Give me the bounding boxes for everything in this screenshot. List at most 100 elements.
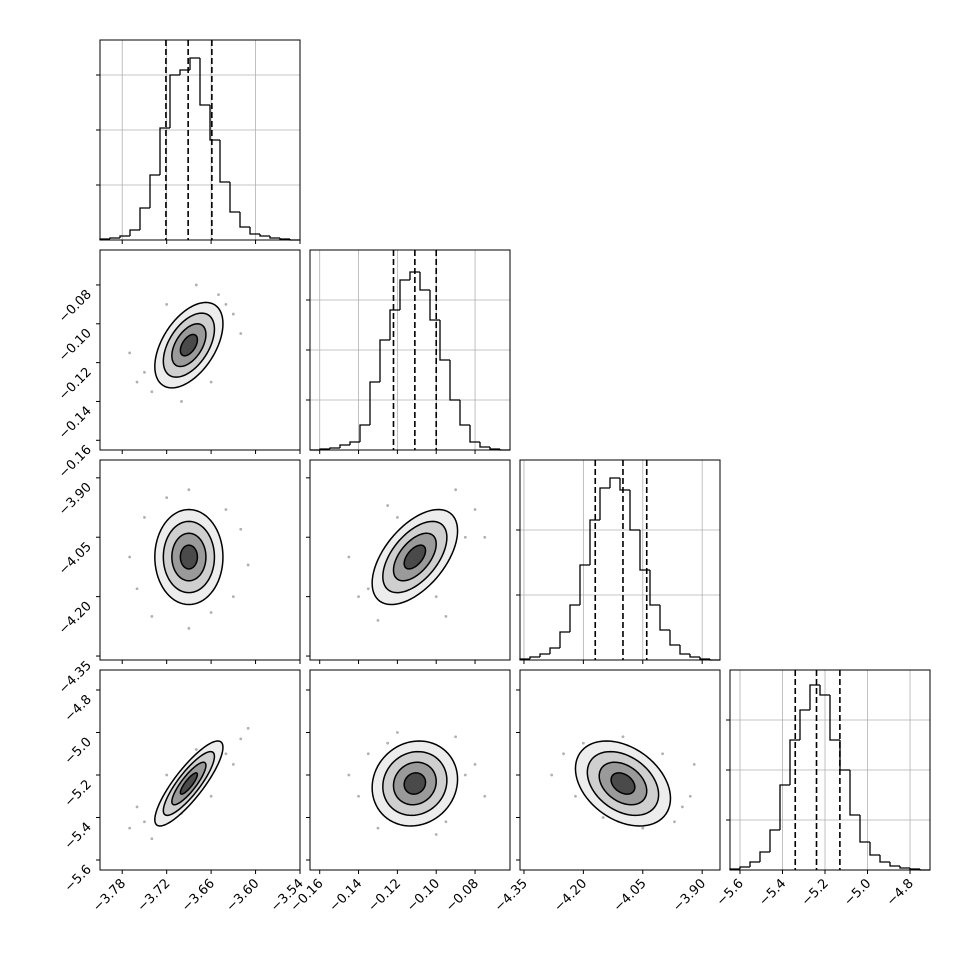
- scatter-point: [444, 615, 448, 618]
- scatter-point: [395, 516, 399, 519]
- histogram-bin: [529, 656, 540, 659]
- scatter-point: [246, 726, 250, 730]
- histogram-bin: [359, 424, 370, 442]
- pair-panel: [128, 283, 243, 403]
- scatter-point: [550, 773, 554, 777]
- y-tick-label: −0.10: [56, 326, 95, 365]
- density-contour: [179, 544, 199, 570]
- scatter-point: [239, 332, 243, 335]
- panel-frame: [309, 249, 511, 451]
- panel-frame: [99, 249, 301, 451]
- scatter-point: [692, 762, 696, 766]
- scatter-point: [483, 794, 487, 798]
- histogram-bin: [629, 490, 640, 531]
- x-tick-label: −0.08: [443, 876, 482, 915]
- x-tick-label: −4.8: [884, 876, 917, 909]
- y-tick-label: −0.16: [56, 443, 95, 482]
- scatter-point: [463, 773, 467, 777]
- y-tick-label: −0.12: [56, 365, 95, 404]
- histogram-bin: [189, 57, 200, 70]
- scatter-point: [128, 826, 132, 830]
- scatter-point: [135, 587, 139, 591]
- x-tick-label: −5.2: [799, 876, 832, 909]
- y-tick-label: −3.90: [56, 480, 95, 519]
- scatter-point: [231, 595, 235, 599]
- histogram-bin: [569, 604, 580, 632]
- scatter-point: [347, 555, 351, 559]
- y-tick-label: −5.6: [62, 862, 95, 895]
- pair-panel: [128, 726, 250, 841]
- x-tick-label: −3.72: [135, 876, 174, 915]
- histogram-bin: [679, 645, 690, 655]
- panel-frame: [309, 669, 511, 871]
- histogram-bin: [859, 815, 870, 843]
- histogram-bin: [219, 140, 230, 183]
- scatter-point: [621, 735, 625, 739]
- histogram-bin: [699, 657, 710, 660]
- histogram-bin: [349, 441, 360, 445]
- histogram-bin: [419, 272, 430, 291]
- pair-panel: [128, 488, 250, 630]
- scatter-point: [143, 820, 146, 824]
- histogram-bin: [789, 739, 800, 785]
- x-tick-label: −0.10: [404, 876, 443, 915]
- scatter-point: [601, 816, 605, 819]
- x-tick-label: −5.0: [841, 876, 874, 909]
- scatter-point: [128, 351, 132, 355]
- histogram-bin: [849, 770, 860, 816]
- histogram-bin: [609, 477, 620, 488]
- histogram-bin: [689, 654, 700, 658]
- scatter-point: [347, 773, 351, 777]
- histogram-bin: [899, 866, 910, 869]
- scatter-point: [454, 488, 458, 492]
- scatter-point: [680, 805, 684, 809]
- scatter-point: [143, 516, 146, 519]
- histogram-bin: [559, 631, 570, 648]
- scatter-point: [434, 595, 438, 599]
- scatter-point: [224, 508, 228, 511]
- y-tick-label: −5.2: [62, 777, 95, 810]
- histogram-bin: [179, 69, 190, 75]
- scatter-point: [395, 731, 399, 734]
- pair-panel: [550, 735, 696, 830]
- panel-frame: [99, 39, 301, 241]
- scatter-point: [562, 752, 565, 756]
- histogram-bin: [879, 855, 890, 863]
- y-tick-label: −0.08: [56, 287, 95, 326]
- histogram-bin: [549, 647, 560, 654]
- scatter-point: [239, 527, 243, 531]
- histogram-bin: [819, 685, 830, 696]
- histogram-bin: [869, 842, 880, 856]
- scatter-point: [150, 390, 154, 394]
- histogram-bin: [389, 309, 400, 340]
- histogram-bin: [759, 851, 770, 862]
- y-tick-label: −5.0: [62, 735, 95, 768]
- scatter-point: [135, 380, 139, 384]
- histogram-bin: [429, 290, 440, 321]
- scatter-point: [128, 555, 132, 559]
- histogram-bin: [459, 400, 470, 426]
- panel-frame: [99, 459, 301, 661]
- pair-panel: [347, 488, 487, 622]
- scatter-point: [231, 312, 235, 316]
- histogram-bin: [619, 478, 630, 491]
- scatter-point: [473, 508, 477, 511]
- scatter-point: [366, 752, 370, 756]
- scatter-point: [673, 820, 676, 824]
- y-tick-label: −4.05: [56, 539, 95, 578]
- panel-frame: [519, 669, 721, 871]
- scatter-point: [661, 752, 664, 756]
- scatter-point: [641, 826, 645, 830]
- scatter-point: [473, 762, 477, 766]
- histogram-bin: [839, 740, 850, 771]
- histogram-bin: [129, 229, 140, 236]
- histogram-bin: [139, 207, 150, 230]
- histogram-bin: [269, 236, 280, 239]
- scatter-point: [231, 762, 235, 766]
- y-tick-label: −5.4: [62, 820, 95, 853]
- y-tick-label: −4.20: [56, 599, 95, 638]
- histogram-bin: [169, 74, 180, 128]
- scatter-point: [239, 737, 243, 741]
- scatter-point: [194, 283, 198, 287]
- histogram-bin: [369, 381, 380, 425]
